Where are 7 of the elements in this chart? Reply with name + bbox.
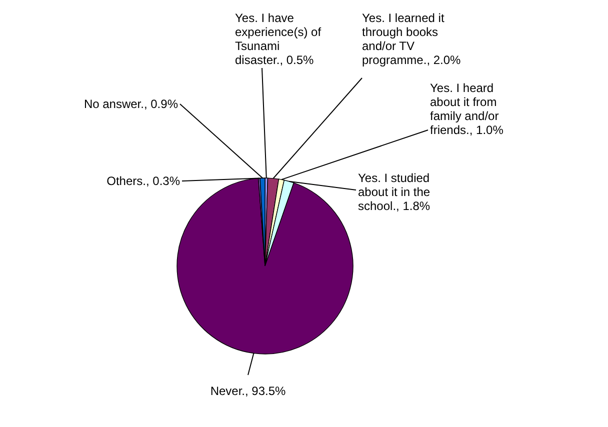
- slice-label: Others., 0.3%: [106, 174, 180, 188]
- slice-label: Yes. I learned it through books and/or TV programme., 2.0%: [362, 11, 462, 67]
- slice-label: Yes. I have experience(s) of Tsunami disaster., 0.5%: [235, 11, 322, 67]
- slice-label: No answer., 0.9%: [84, 97, 178, 111]
- slice-label: Never., 93.5%: [210, 384, 286, 398]
- slice-label: Yes. I heard about it from family and/or friends., 1.0%: [430, 81, 504, 137]
- slice-label: Yes. I studied about it in the school., 1.8%: [358, 171, 430, 213]
